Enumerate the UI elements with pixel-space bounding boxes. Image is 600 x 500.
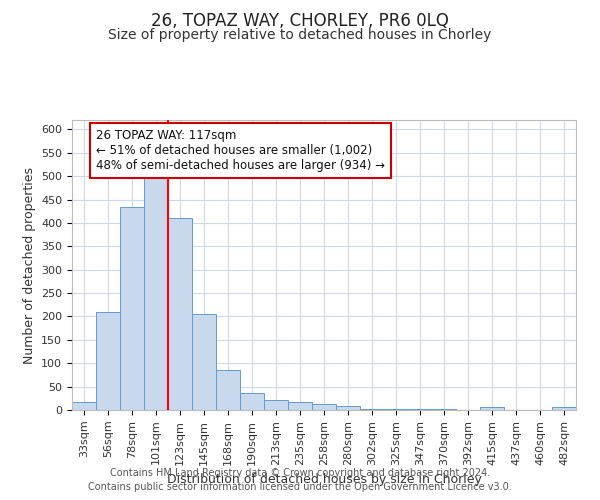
Y-axis label: Number of detached properties: Number of detached properties [23,166,35,364]
Bar [168,218,192,410]
Bar [192,314,216,410]
Bar [120,206,144,410]
Bar [264,400,288,410]
X-axis label: Distribution of detached houses by size in Chorley: Distribution of detached houses by size … [167,473,481,486]
Text: Contains HM Land Registry data © Crown copyright and database right 2024.: Contains HM Land Registry data © Crown c… [110,468,490,477]
Bar [312,404,336,410]
Text: Size of property relative to detached houses in Chorley: Size of property relative to detached ho… [109,28,491,42]
Bar [288,402,312,410]
Bar [72,402,96,410]
Bar [480,407,504,410]
Bar [552,407,576,410]
Text: Contains public sector information licensed under the Open Government Licence v3: Contains public sector information licen… [88,482,512,492]
Bar [144,176,168,410]
Bar [336,406,360,410]
Bar [408,409,432,410]
Bar [96,312,120,410]
Bar [216,370,240,410]
Text: 26 TOPAZ WAY: 117sqm
← 51% of detached houses are smaller (1,002)
48% of semi-de: 26 TOPAZ WAY: 117sqm ← 51% of detached h… [96,130,385,172]
Text: 26, TOPAZ WAY, CHORLEY, PR6 0LQ: 26, TOPAZ WAY, CHORLEY, PR6 0LQ [151,12,449,30]
Bar [432,409,456,410]
Bar [360,408,384,410]
Bar [240,392,264,410]
Bar [384,409,408,410]
